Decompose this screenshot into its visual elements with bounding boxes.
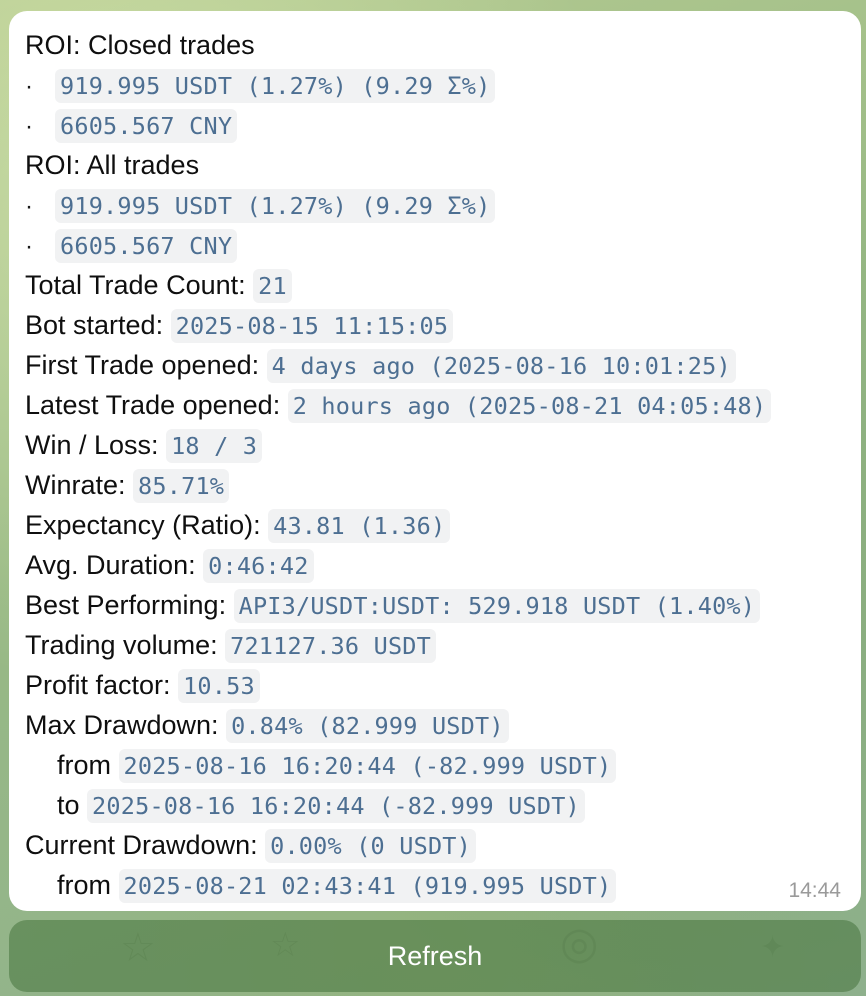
message-timestamp: 14:44	[788, 879, 841, 902]
stat-value[interactable]: 85.71%	[133, 469, 230, 503]
stat-first-trade-opened: First Trade opened: 4 days ago (2025-08-…	[25, 345, 845, 385]
stat-profit-factor: Profit factor: 10.53	[25, 665, 845, 705]
roi-all-item: · 919.995 USDT (1.27%) (9.29 Σ%)	[25, 185, 845, 225]
stat-label: Best Performing:	[25, 590, 227, 620]
stat-winrate: Winrate: 85.71%	[25, 465, 845, 505]
stat-value[interactable]: 0:46:42	[203, 549, 314, 583]
stat-avg-duration: Avg. Duration: 0:46:42	[25, 545, 845, 585]
refresh-button-label: Refresh	[387, 940, 483, 971]
max-drawdown: Max Drawdown: 0.84% (82.999 USDT)	[25, 705, 845, 745]
max-drawdown-label: Max Drawdown:	[25, 710, 219, 740]
stat-label: Avg. Duration:	[25, 550, 196, 580]
roi-all-header: ROI: All trades	[25, 145, 845, 185]
bullet: ·	[25, 113, 33, 140]
stat-trading-volume: Trading volume: 721127.36 USDT	[25, 625, 845, 665]
stat-label: Trading volume:	[25, 630, 218, 660]
max-drawdown-from-value[interactable]: 2025-08-16 16:20:44 (-82.999 USDT)	[118, 749, 617, 783]
max-drawdown-to: to 2025-08-16 16:20:44 (-82.999 USDT)	[25, 785, 845, 825]
stat-label: Winrate:	[25, 470, 126, 500]
current-drawdown: Current Drawdown: 0.00% (0 USDT)	[25, 825, 845, 865]
roi-closed-header: ROI: Closed trades	[25, 25, 845, 65]
max-drawdown-from: from 2025-08-16 16:20:44 (-82.999 USDT)	[25, 745, 845, 785]
current-drawdown-value[interactable]: 0.00% (0 USDT)	[265, 829, 476, 863]
bullet: ·	[25, 233, 33, 260]
roi-closed-item: · 6605.567 CNY	[25, 105, 845, 145]
roi-closed-label: ROI:	[25, 30, 81, 60]
stat-value[interactable]: 43.81 (1.36)	[268, 509, 451, 543]
stat-label: Bot started:	[25, 310, 164, 340]
current-drawdown-label: Current Drawdown:	[25, 830, 258, 860]
bullet: ·	[25, 73, 33, 100]
roi-all-label: ROI:	[25, 150, 81, 180]
stat-value[interactable]: API3/USDT:USDT: 529.918 USDT (1.40%)	[233, 589, 761, 623]
stat-value[interactable]: 10.53	[178, 669, 260, 703]
current-drawdown-from: from 2025-08-21 02:43:41 (919.995 USDT)	[25, 865, 845, 905]
stat-bot-started: Bot started: 2025-08-15 11:15:05	[25, 305, 845, 345]
stat-expectancy: Expectancy (Ratio): 43.81 (1.36)	[25, 505, 845, 545]
stat-label: First Trade opened:	[25, 350, 260, 380]
stat-value[interactable]: 21	[253, 269, 292, 303]
stat-label: Latest Trade opened:	[25, 390, 281, 420]
stat-value[interactable]: 2 hours ago (2025-08-21 04:05:48)	[287, 389, 772, 423]
roi-closed-fiat[interactable]: 6605.567 CNY	[55, 109, 238, 143]
roi-closed-usdt[interactable]: 919.995 USDT (1.27%) (9.29 Σ%)	[55, 69, 496, 103]
roi-all-suffix: All trades	[80, 150, 200, 180]
stat-latest-trade-opened: Latest Trade opened: 2 hours ago (2025-0…	[25, 385, 845, 425]
max-drawdown-to-label: to	[57, 790, 80, 820]
bullet: ·	[25, 193, 33, 220]
stat-label: Total Trade Count:	[25, 270, 246, 300]
max-drawdown-to-value[interactable]: 2025-08-16 16:20:44 (-82.999 USDT)	[87, 789, 585, 823]
stats-message-bubble: ROI: Closed trades · 919.995 USDT (1.27%)…	[9, 11, 861, 911]
current-drawdown-from-label: from	[57, 870, 111, 900]
roi-all-item: · 6605.567 CNY	[25, 225, 845, 265]
stat-value[interactable]: 2025-08-15 11:15:05	[170, 309, 454, 343]
current-drawdown-from-value[interactable]: 2025-08-21 02:43:41 (919.995 USDT)	[118, 869, 617, 903]
stat-label: Profit factor:	[25, 670, 171, 700]
stat-total-trade-count: Total Trade Count: 21	[25, 265, 845, 305]
refresh-button[interactable]: Refresh	[9, 920, 861, 992]
stat-win-loss: Win / Loss: 18 / 3	[25, 425, 845, 465]
roi-closed-suffix: Closed trades	[80, 30, 255, 60]
max-drawdown-from-label: from	[57, 750, 111, 780]
stat-label: Expectancy (Ratio):	[25, 510, 261, 540]
stat-value[interactable]: 18 / 3	[166, 429, 263, 463]
stat-best-performing: Best Performing: API3/USDT:USDT: 529.918…	[25, 585, 845, 625]
stat-value[interactable]: 721127.36 USDT	[225, 629, 436, 663]
roi-all-usdt[interactable]: 919.995 USDT (1.27%) (9.29 Σ%)	[55, 189, 496, 223]
stat-value[interactable]: 4 days ago (2025-08-16 10:01:25)	[266, 349, 736, 383]
roi-all-fiat[interactable]: 6605.567 CNY	[55, 229, 238, 263]
max-drawdown-value[interactable]: 0.84% (82.999 USDT)	[226, 709, 509, 743]
stat-label: Win / Loss:	[25, 430, 159, 460]
roi-closed-item: · 919.995 USDT (1.27%) (9.29 Σ%)	[25, 65, 845, 105]
